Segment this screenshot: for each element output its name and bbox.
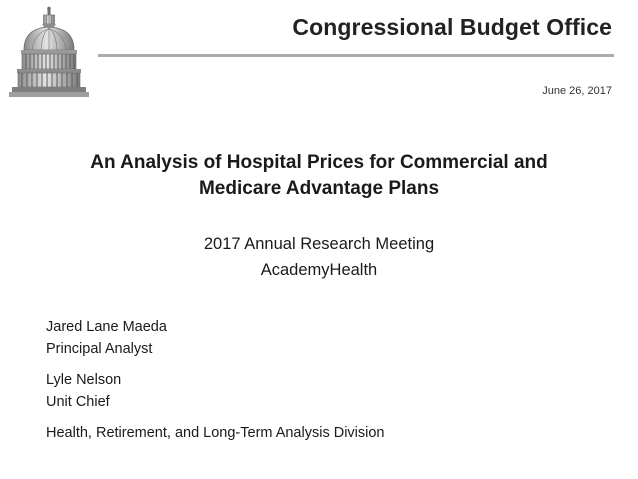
author-block: Lyle Nelson Unit Chief (46, 369, 384, 413)
header-divider (98, 54, 614, 57)
title-line-2: Medicare Advantage Plans (198, 178, 440, 199)
author-list: Jared Lane Maeda Principal Analyst Lyle … (46, 316, 384, 444)
capitol-dome-icon (9, 6, 89, 97)
meeting-line-2: AcademyHealth (260, 261, 378, 279)
author-block: Jared Lane Maeda Principal Analyst (46, 316, 384, 360)
division-name: Health, Retirement, and Long-Term Analys… (46, 425, 385, 441)
organization-name: Congressional Budget Office (292, 14, 612, 40)
author-role: Unit Chief (46, 394, 110, 410)
author-role: Principal Analyst (46, 341, 153, 357)
meeting-line-1: 2017 Annual Research Meeting (203, 235, 435, 253)
title-line-1: An Analysis of Hospital Prices for Comme… (90, 152, 548, 173)
presentation-title: An Analysis of Hospital Prices for Comme… (20, 150, 618, 202)
presentation-date: June 26, 2017 (542, 85, 612, 97)
meeting-info: 2017 Annual Research Meeting AcademyHeal… (0, 231, 638, 283)
author-name: Jared Lane Maeda (46, 319, 167, 335)
author-name: Lyle Nelson (46, 372, 122, 388)
